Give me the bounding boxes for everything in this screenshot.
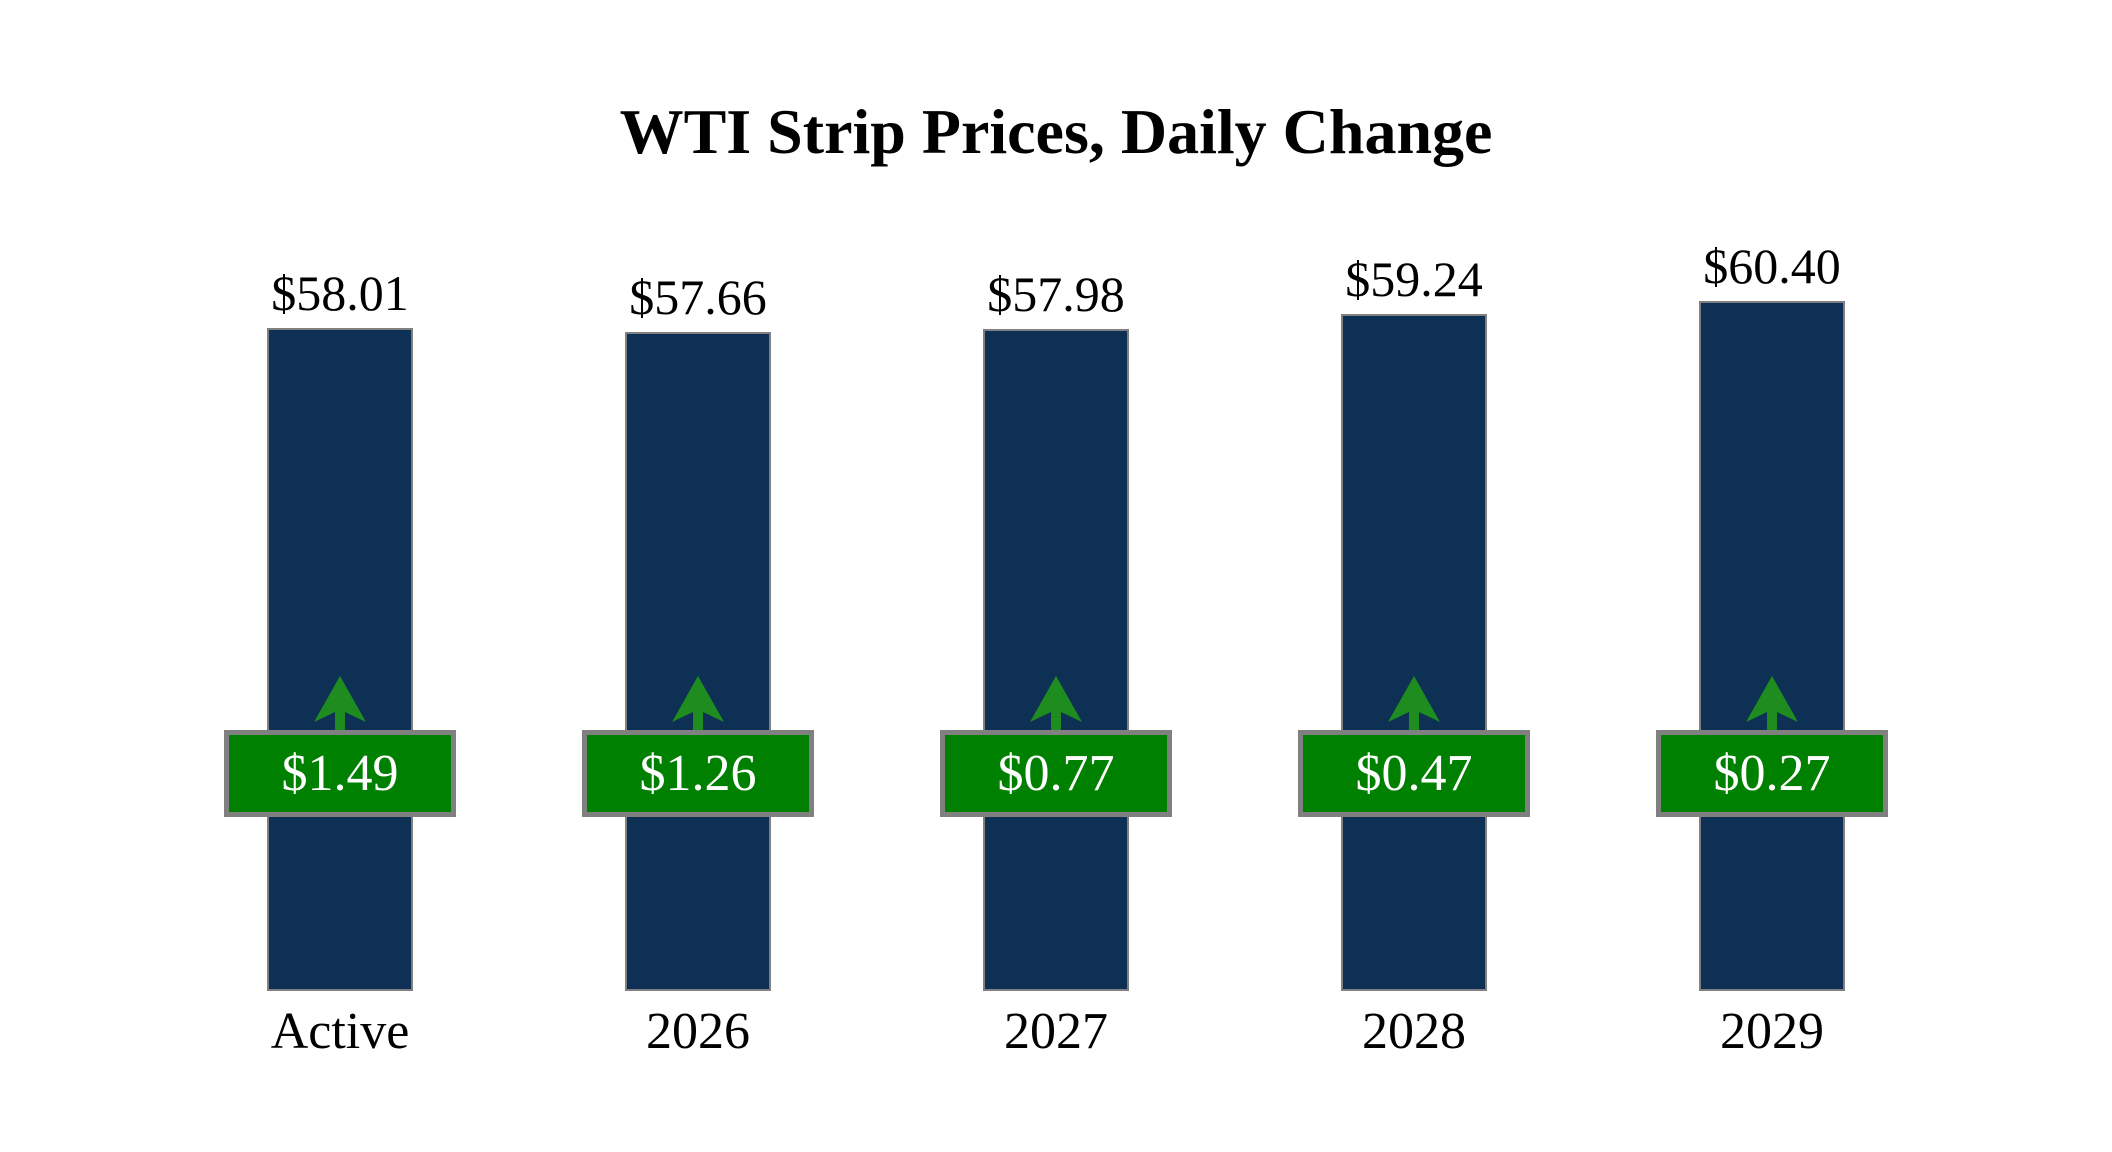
up-arrow-icon — [1744, 674, 1800, 730]
change-badge-label: $0.47 — [1355, 744, 1473, 802]
change-badge: $0.47 — [1298, 730, 1530, 817]
up-arrow-icon — [1386, 674, 1442, 730]
price-bar — [983, 329, 1129, 991]
category-label: 2028 — [1362, 1003, 1466, 1060]
category-label: 2027 — [1004, 1003, 1108, 1060]
category-label: Active — [270, 1003, 410, 1060]
price-bar — [625, 332, 771, 991]
up-arrow-icon — [1028, 674, 1084, 730]
change-badge: $0.27 — [1656, 730, 1888, 817]
change-badge-label: $1.49 — [281, 744, 399, 802]
category-label: 2029 — [1720, 1003, 1824, 1060]
price-bar — [1699, 301, 1845, 991]
up-arrow-icon — [670, 674, 726, 730]
price-label: $59.24 — [1345, 251, 1483, 307]
price-label: $57.66 — [629, 269, 767, 325]
chart-title: WTI Strip Prices, Daily Change — [619, 96, 1493, 167]
price-bar — [1341, 314, 1487, 991]
up-arrow-icon — [312, 674, 368, 730]
change-badge-label: $0.27 — [1713, 744, 1831, 802]
change-badge-label: $0.77 — [997, 744, 1115, 802]
change-badge: $1.49 — [224, 730, 456, 817]
change-badge: $0.77 — [940, 730, 1172, 817]
category-label: 2026 — [646, 1003, 750, 1060]
change-badge-label: $1.26 — [639, 744, 757, 802]
price-label: $58.01 — [271, 265, 409, 321]
price-label: $60.40 — [1703, 238, 1841, 294]
change-badge: $1.26 — [582, 730, 814, 817]
price-label: $57.98 — [987, 266, 1125, 322]
price-bar — [267, 328, 413, 991]
